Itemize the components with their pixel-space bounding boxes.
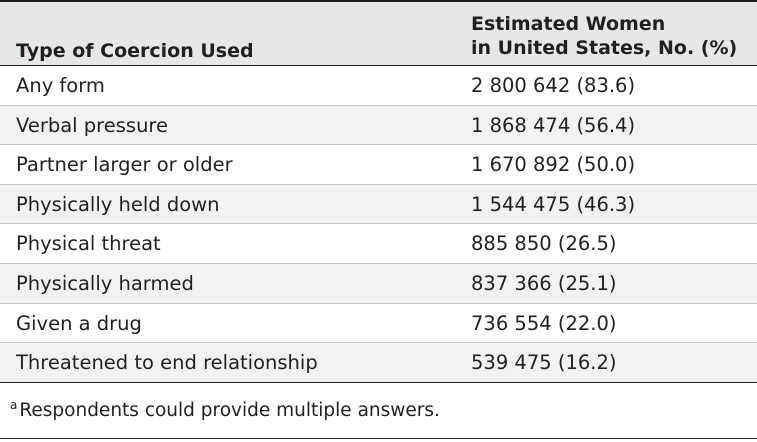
coercion-type-cell: Physical threat — [16, 232, 161, 256]
estimated-women-cell: 1 544 475 (46.3) — [471, 192, 636, 216]
header-type-of-coercion: Type of Coercion Used — [16, 40, 254, 62]
footnote-marker: a — [10, 398, 18, 412]
coercion-type-cell: Given a drug — [16, 311, 142, 335]
table-row: Given a drug 736 554 (22.0) — [0, 304, 757, 344]
coercion-type-cell: Any form — [16, 74, 105, 97]
estimated-women-cell: 736 554 (22.0) — [471, 311, 617, 335]
header-estimated-women-line1: Estimated Women — [471, 13, 666, 35]
table-row: Physically held down 1 544 475 (46.3) — [0, 184, 757, 225]
estimated-women-cell: 2 800 642 (83.6) — [471, 74, 636, 97]
table-footnote: a Respondents could provide multiple answ… — [10, 398, 440, 421]
coercion-type-cell: Partner larger or older — [16, 153, 233, 177]
table-row: Any form 2 800 642 (83.6) — [0, 66, 757, 106]
bottom-rule — [0, 438, 757, 439]
estimated-women-cell: 1 868 474 (56.4) — [471, 113, 636, 137]
coercion-type-cell: Physically held down — [16, 192, 220, 216]
table-row: Physical threat 885 850 (26.5) — [0, 224, 757, 264]
table-row: Partner larger or older 1 670 892 (50.0) — [0, 145, 757, 185]
table-row: Physically harmed 837 366 (25.1) — [0, 263, 757, 304]
coercion-type-cell: Threatened to end relationship — [16, 351, 318, 375]
coercion-type-cell: Verbal pressure — [16, 113, 169, 137]
estimated-women-cell: 539 475 (16.2) — [471, 351, 617, 375]
table-body: Any form 2 800 642 (83.6) Verbal pressur… — [0, 66, 757, 383]
estimated-women-cell: 885 850 (26.5) — [471, 232, 617, 256]
footnote-text: Respondents could provide multiple answe… — [19, 400, 440, 421]
table-row: Threatened to end relationship 539 475 (… — [0, 343, 757, 383]
estimated-women-cell: 837 366 (25.1) — [471, 271, 617, 295]
header-estimated-women: Estimated Women in United States, No. (%… — [471, 12, 737, 60]
header-estimated-women-line2: in United States, No. (%) — [471, 37, 738, 59]
table-row: Verbal pressure 1 868 474 (56.4) — [0, 105, 757, 146]
table-header: Type of Coercion Used Estimated Women in… — [0, 0, 757, 66]
estimated-women-cell: 1 670 892 (50.0) — [471, 153, 636, 177]
coercion-type-cell: Physically harmed — [16, 271, 194, 295]
